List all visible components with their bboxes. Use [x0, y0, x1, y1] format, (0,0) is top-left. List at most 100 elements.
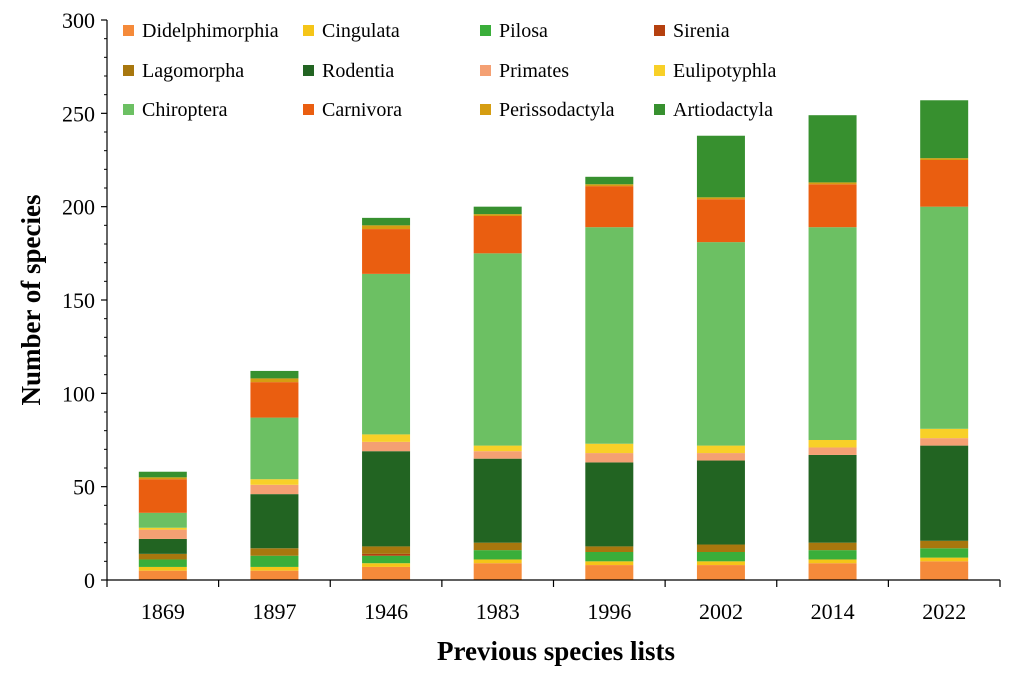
bar-segment-rodentia-2014: [808, 454, 857, 543]
bar-segment-artiodactyla-1946: [362, 217, 411, 226]
bar-segment-cingulata-1983: [473, 559, 522, 564]
legend-label-artiodactyla: Artiodactyla: [673, 99, 773, 121]
bar-segment-eulipotyphla-2022: [920, 428, 969, 439]
bar-segment-perissodactyla-1897: [250, 378, 299, 383]
bar-segment-lagomorpha-1996: [585, 546, 634, 552]
axes-layer: 0 50 100 150 200 250 300 1869 1897 1946 1983 1996 20…: [62, 8, 1001, 624]
bar-segment-eulipotyphla-1946: [362, 434, 411, 442]
bar-segment-carnivora-1946: [362, 229, 411, 274]
bar-segment-lagomorpha-1897: [250, 548, 299, 556]
bar-segment-perissodactyla-1946: [362, 225, 411, 230]
legend-swatch-eulipotyphla: [654, 65, 665, 76]
bar-segment-chiroptera-2022: [920, 206, 969, 429]
legend-swatch-artiodactyla: [654, 104, 665, 115]
x-tick-label-1946: 1946: [364, 599, 408, 624]
legend-label-didelphimorphia: Didelphimorphia: [142, 20, 279, 42]
y-tick-label-50: 50: [73, 475, 95, 500]
bar-segment-pilosa-1996: [585, 552, 634, 562]
legend-swatch-cingulata: [303, 25, 314, 36]
bar-segment-artiodactyla-1897: [250, 370, 299, 379]
bar-segment-cingulata-1996: [585, 561, 634, 566]
bar-segment-eulipotyphla-1897: [250, 479, 299, 485]
bar-segment-primates-2002: [696, 453, 745, 461]
bar-segment-artiodactyla-2022: [920, 100, 969, 159]
bar-segment-chiroptera-2014: [808, 227, 857, 440]
bar-segment-primates-2022: [920, 438, 969, 446]
legend-label-sirenia: Sirenia: [673, 20, 730, 42]
bar-segment-pilosa-1946: [362, 555, 411, 564]
y-tick-label-0: 0: [84, 568, 95, 593]
x-tick-label-1869: 1869: [141, 599, 185, 624]
x-tick-label-2022: 2022: [922, 599, 966, 624]
bar-segment-rodentia-2022: [920, 445, 969, 541]
bar-segment-cingulata-2022: [920, 557, 969, 562]
bar-segment-rodentia-2002: [696, 460, 745, 545]
bar-segment-cingulata-1897: [250, 566, 299, 571]
bar-segment-didelphimorphia-1946: [362, 566, 411, 580]
legend-swatch-rodentia: [303, 65, 314, 76]
bar-segment-perissodactyla-1996: [585, 184, 634, 187]
bar-segment-rodentia-1946: [362, 451, 411, 547]
bar-segment-cingulata-1946: [362, 563, 411, 567]
bar-segment-didelphimorphia-1983: [473, 563, 522, 580]
bar-segment-artiodactyla-2002: [696, 135, 745, 198]
bar-segment-artiodactyla-2014: [808, 115, 857, 183]
bar-segment-lagomorpha-2022: [920, 540, 969, 549]
legend-label-chiroptera: Chiroptera: [142, 99, 228, 121]
bar-segment-rodentia-1897: [250, 494, 299, 549]
bar-segment-chiroptera-1897: [250, 417, 299, 480]
bar-segment-carnivora-2022: [920, 160, 969, 207]
bar-segment-eulipotyphla-2014: [808, 440, 857, 448]
bar-segment-perissodactyla-1983: [473, 214, 522, 216]
bar-segment-perissodactyla-1869: [138, 477, 187, 480]
bar-segment-didelphimorphia-1869: [138, 570, 187, 580]
bar-segment-carnivora-2002: [696, 199, 745, 243]
bar-segment-rodentia-1869: [138, 538, 187, 554]
bar-segment-didelphimorphia-2014: [808, 563, 857, 580]
x-axis-title: Previous species lists: [437, 636, 675, 666]
legend-label-pilosa: Pilosa: [499, 20, 548, 42]
legend-label-cingulata: Cingulata: [322, 20, 400, 42]
y-axis-title: Number of species: [16, 195, 46, 406]
bar-segment-pilosa-1897: [250, 555, 299, 567]
bars-layer: [138, 100, 969, 580]
bar-segment-carnivora-1897: [250, 382, 299, 418]
legend-label-lagomorpha: Lagomorpha: [142, 60, 244, 82]
legend-label-carnivora: Carnivora: [322, 99, 402, 121]
bar-segment-chiroptera-1996: [585, 227, 634, 444]
bar-segment-primates-2014: [808, 447, 857, 455]
x-tick-label-1897: 1897: [252, 599, 296, 624]
legend-swatch-lagomorpha: [123, 65, 134, 76]
x-tick-label-1983: 1983: [476, 599, 520, 624]
y-tick-label-200: 200: [62, 195, 95, 220]
bar-segment-artiodactyla-1869: [138, 471, 187, 478]
bar-segment-eulipotyphla-1869: [138, 527, 187, 530]
bar-segment-cingulata-1869: [138, 566, 187, 571]
bar-segment-lagomorpha-1946: [362, 546, 411, 554]
y-tick-label-150: 150: [62, 288, 95, 313]
bar-segment-pilosa-2014: [808, 550, 857, 560]
bar-segment-didelphimorphia-1897: [250, 570, 299, 580]
legend-label-eulipotyphla: Eulipotyphla: [673, 60, 776, 82]
bar-segment-primates-1946: [362, 441, 411, 452]
bar-segment-pilosa-2022: [920, 548, 969, 558]
bar-segment-perissodactyla-2022: [920, 158, 969, 160]
bar-segment-sirenia-1946: [362, 553, 411, 556]
y-tick-label-100: 100: [62, 381, 95, 406]
bar-segment-primates-1983: [473, 451, 522, 459]
legend-swatch-perissodactyla: [480, 104, 491, 115]
bar-segment-perissodactyla-2002: [696, 197, 745, 200]
bar-segment-lagomorpha-2002: [696, 544, 745, 552]
bar-segment-didelphimorphia-1996: [585, 565, 634, 580]
bar-segment-lagomorpha-2014: [808, 542, 857, 551]
bar-segment-chiroptera-2002: [696, 242, 745, 446]
legend-swatch-didelphimorphia: [123, 25, 134, 36]
bar-segment-carnivora-1996: [585, 186, 634, 228]
bar-segment-cingulata-2014: [808, 559, 857, 564]
legend-label-primates: Primates: [499, 60, 569, 82]
legend-label-perissodactyla: Perissodactyla: [499, 99, 615, 121]
bar-segment-carnivora-1869: [138, 479, 187, 513]
bar-segment-lagomorpha-1869: [138, 553, 187, 560]
bar-segment-chiroptera-1869: [138, 512, 187, 528]
